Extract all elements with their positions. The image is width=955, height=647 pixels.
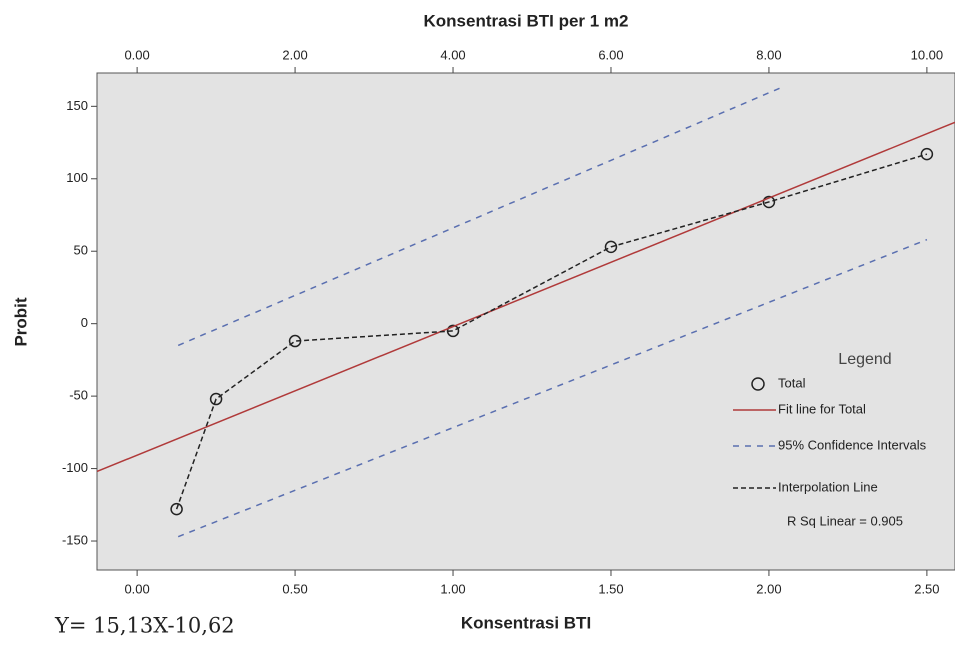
y-tick-label: -50 <box>69 388 88 403</box>
y-axis-title: Probit <box>11 297 30 346</box>
legend-label: Total <box>778 375 806 390</box>
legend-label: Interpolation Line <box>778 479 878 494</box>
x2-tick-label: 8.00 <box>756 47 781 62</box>
x-axis-title: Konsentrasi BTI <box>461 613 591 632</box>
x2-tick-label: 2.00 <box>282 47 307 62</box>
legend-title: Legend <box>838 351 891 368</box>
x2-tick-label: 6.00 <box>598 47 623 62</box>
x2-tick-label: 4.00 <box>440 47 465 62</box>
legend-label: Fit line for Total <box>778 401 866 416</box>
y-tick-label: -150 <box>62 532 88 547</box>
x-tick-label: 0.00 <box>124 581 149 596</box>
legend-label: 95% Confidence Intervals <box>778 437 927 452</box>
x-tick-label: 0.50 <box>282 581 307 596</box>
r-squared: R Sq Linear = 0.905 <box>787 513 903 528</box>
x-tick-label: 2.00 <box>756 581 781 596</box>
plot-area <box>97 73 955 570</box>
x2-tick-label: 10.00 <box>911 47 944 62</box>
x2-tick-label: 0.00 <box>124 47 149 62</box>
y-tick-label: 150 <box>66 98 88 113</box>
equation: Y= 15,13X-10,62 <box>54 614 235 638</box>
x-tick-label: 2.50 <box>914 581 939 596</box>
y-tick-label: 0 <box>81 315 88 330</box>
chart: Konsentrasi BTI per 1 m2 Konsentrasi BTI… <box>0 0 955 647</box>
x-tick-label: 1.00 <box>440 581 465 596</box>
y-tick-label: 100 <box>66 170 88 185</box>
x2-axis-title: Konsentrasi BTI per 1 m2 <box>423 11 628 30</box>
y-tick-label: 50 <box>74 243 88 258</box>
y-tick-label: -100 <box>62 460 88 475</box>
x-tick-label: 1.50 <box>598 581 623 596</box>
